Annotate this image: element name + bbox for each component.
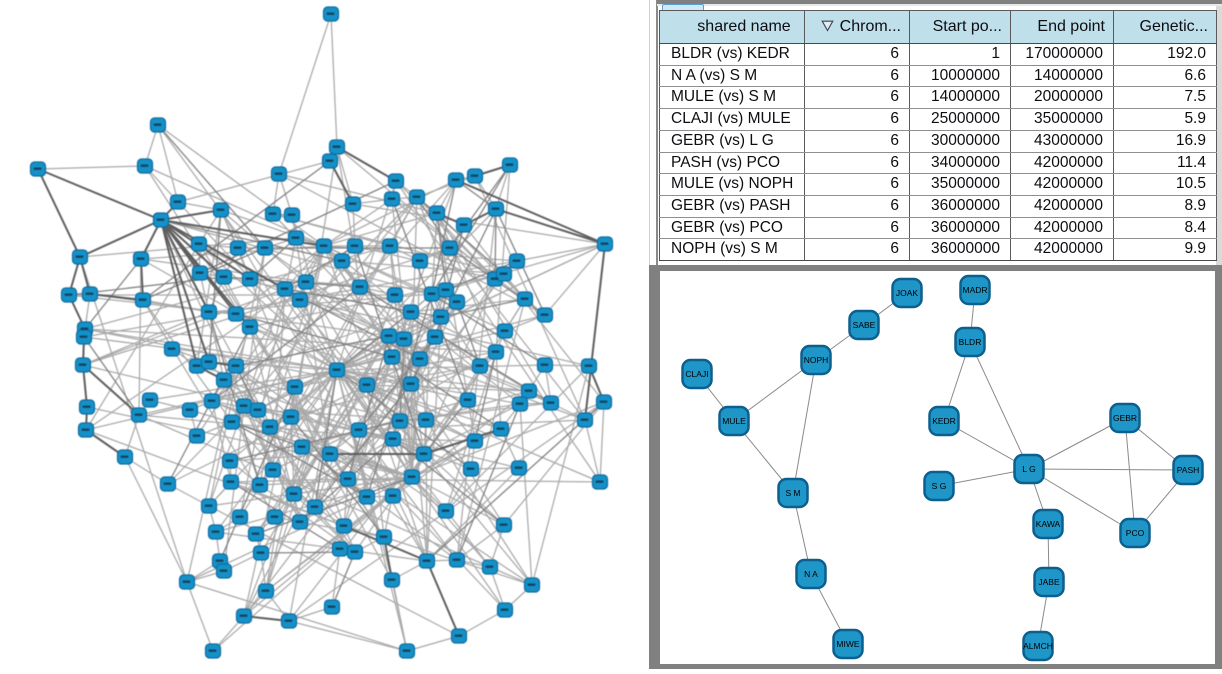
- svg-text:MULE: MULE: [722, 416, 746, 426]
- svg-text:ALMCH: ALMCH: [1023, 641, 1053, 651]
- svg-text:PASH: PASH: [1177, 465, 1200, 475]
- svg-text:N A: N A: [804, 569, 818, 579]
- svg-text:CLAJI: CLAJI: [685, 369, 708, 379]
- svg-text:BLDR: BLDR: [959, 337, 982, 347]
- svg-text:S G: S G: [932, 481, 947, 491]
- svg-text:GEBR: GEBR: [1113, 413, 1137, 423]
- svg-text:S M: S M: [785, 488, 800, 498]
- svg-text:NOPH: NOPH: [804, 355, 829, 365]
- svg-text:PCO: PCO: [1126, 528, 1145, 538]
- svg-text:SABE: SABE: [853, 320, 876, 330]
- svg-text:KEDR: KEDR: [932, 416, 956, 426]
- svg-text:JOAK: JOAK: [896, 288, 919, 298]
- svg-text:JABE: JABE: [1038, 577, 1060, 587]
- svg-text:MIWE: MIWE: [836, 639, 859, 649]
- svg-text:L G: L G: [1022, 464, 1035, 474]
- svg-text:KAWA: KAWA: [1036, 519, 1061, 529]
- svg-text:MADR: MADR: [962, 285, 987, 295]
